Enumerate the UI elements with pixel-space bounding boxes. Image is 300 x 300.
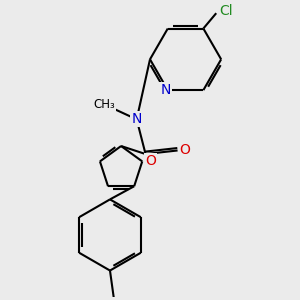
Text: N: N — [160, 83, 171, 97]
Text: N: N — [131, 112, 142, 126]
Text: CH₃: CH₃ — [93, 98, 115, 111]
Text: O: O — [179, 142, 190, 157]
Text: O: O — [145, 154, 156, 168]
Text: Cl: Cl — [219, 4, 233, 18]
